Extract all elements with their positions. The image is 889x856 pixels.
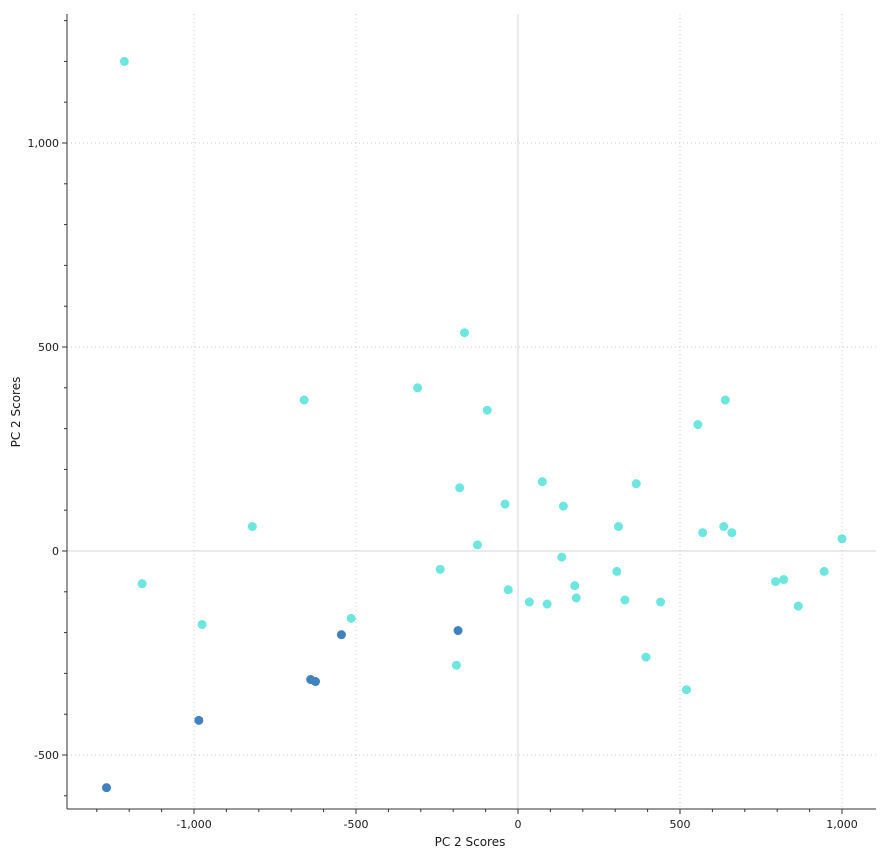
data-point	[571, 593, 581, 603]
data-point	[346, 613, 356, 623]
y-tick-label: 500	[38, 341, 59, 354]
x-tick-label: 500	[670, 818, 691, 831]
axes	[66, 14, 876, 810]
data-point	[102, 783, 112, 793]
x-tick-label: 0	[515, 818, 522, 831]
data-point	[197, 619, 207, 629]
data-point	[460, 328, 470, 338]
data-point	[727, 528, 737, 538]
data-point	[557, 552, 567, 562]
data-point	[473, 540, 482, 550]
data-point	[779, 575, 789, 585]
data-point	[336, 630, 346, 640]
y-tick-label: 1,000	[28, 137, 60, 150]
data-point	[542, 599, 552, 609]
data-point	[620, 595, 630, 605]
data-point	[681, 685, 691, 695]
data-point	[631, 479, 641, 489]
data-point	[537, 477, 547, 487]
data-point	[453, 626, 463, 636]
data-point	[819, 566, 829, 576]
data-point	[413, 383, 423, 393]
data-point	[793, 601, 803, 611]
x-tick-label: -500	[344, 818, 369, 831]
data-point	[194, 715, 204, 725]
data-point	[720, 395, 730, 405]
x-tick-label: -1,000	[176, 818, 211, 831]
y-tick-label: -500	[34, 749, 59, 762]
data-point	[247, 522, 257, 532]
data-point	[455, 483, 465, 493]
data-point	[299, 395, 309, 405]
x-axis-label: PC 2 Scores	[435, 835, 506, 849]
data-point	[719, 522, 729, 532]
data-point	[570, 581, 580, 591]
data-point	[771, 577, 781, 587]
data-point	[612, 566, 622, 576]
y-tick-label: 0	[52, 545, 59, 558]
data-point	[837, 534, 847, 544]
data-point	[503, 585, 513, 595]
data-points	[102, 56, 847, 793]
data-point	[451, 660, 461, 670]
data-point	[641, 652, 651, 662]
ticks: -1,000 -500 0 500 1,000 -500 0 500 1,000	[28, 20, 858, 831]
y-axis-label: PC 2 Scores	[9, 377, 23, 448]
grid-layer	[67, 14, 876, 809]
data-point	[435, 564, 445, 574]
data-point	[482, 405, 492, 415]
x-tick-label: 1,000	[826, 818, 858, 831]
data-point	[656, 597, 666, 607]
data-point	[558, 501, 568, 511]
data-point	[500, 499, 510, 509]
data-point	[693, 420, 703, 430]
data-point	[137, 579, 147, 589]
data-point	[524, 597, 534, 607]
data-point	[119, 56, 129, 66]
data-point	[698, 528, 708, 538]
data-point	[311, 677, 320, 687]
zero-lines	[67, 14, 876, 809]
data-point	[613, 522, 623, 532]
